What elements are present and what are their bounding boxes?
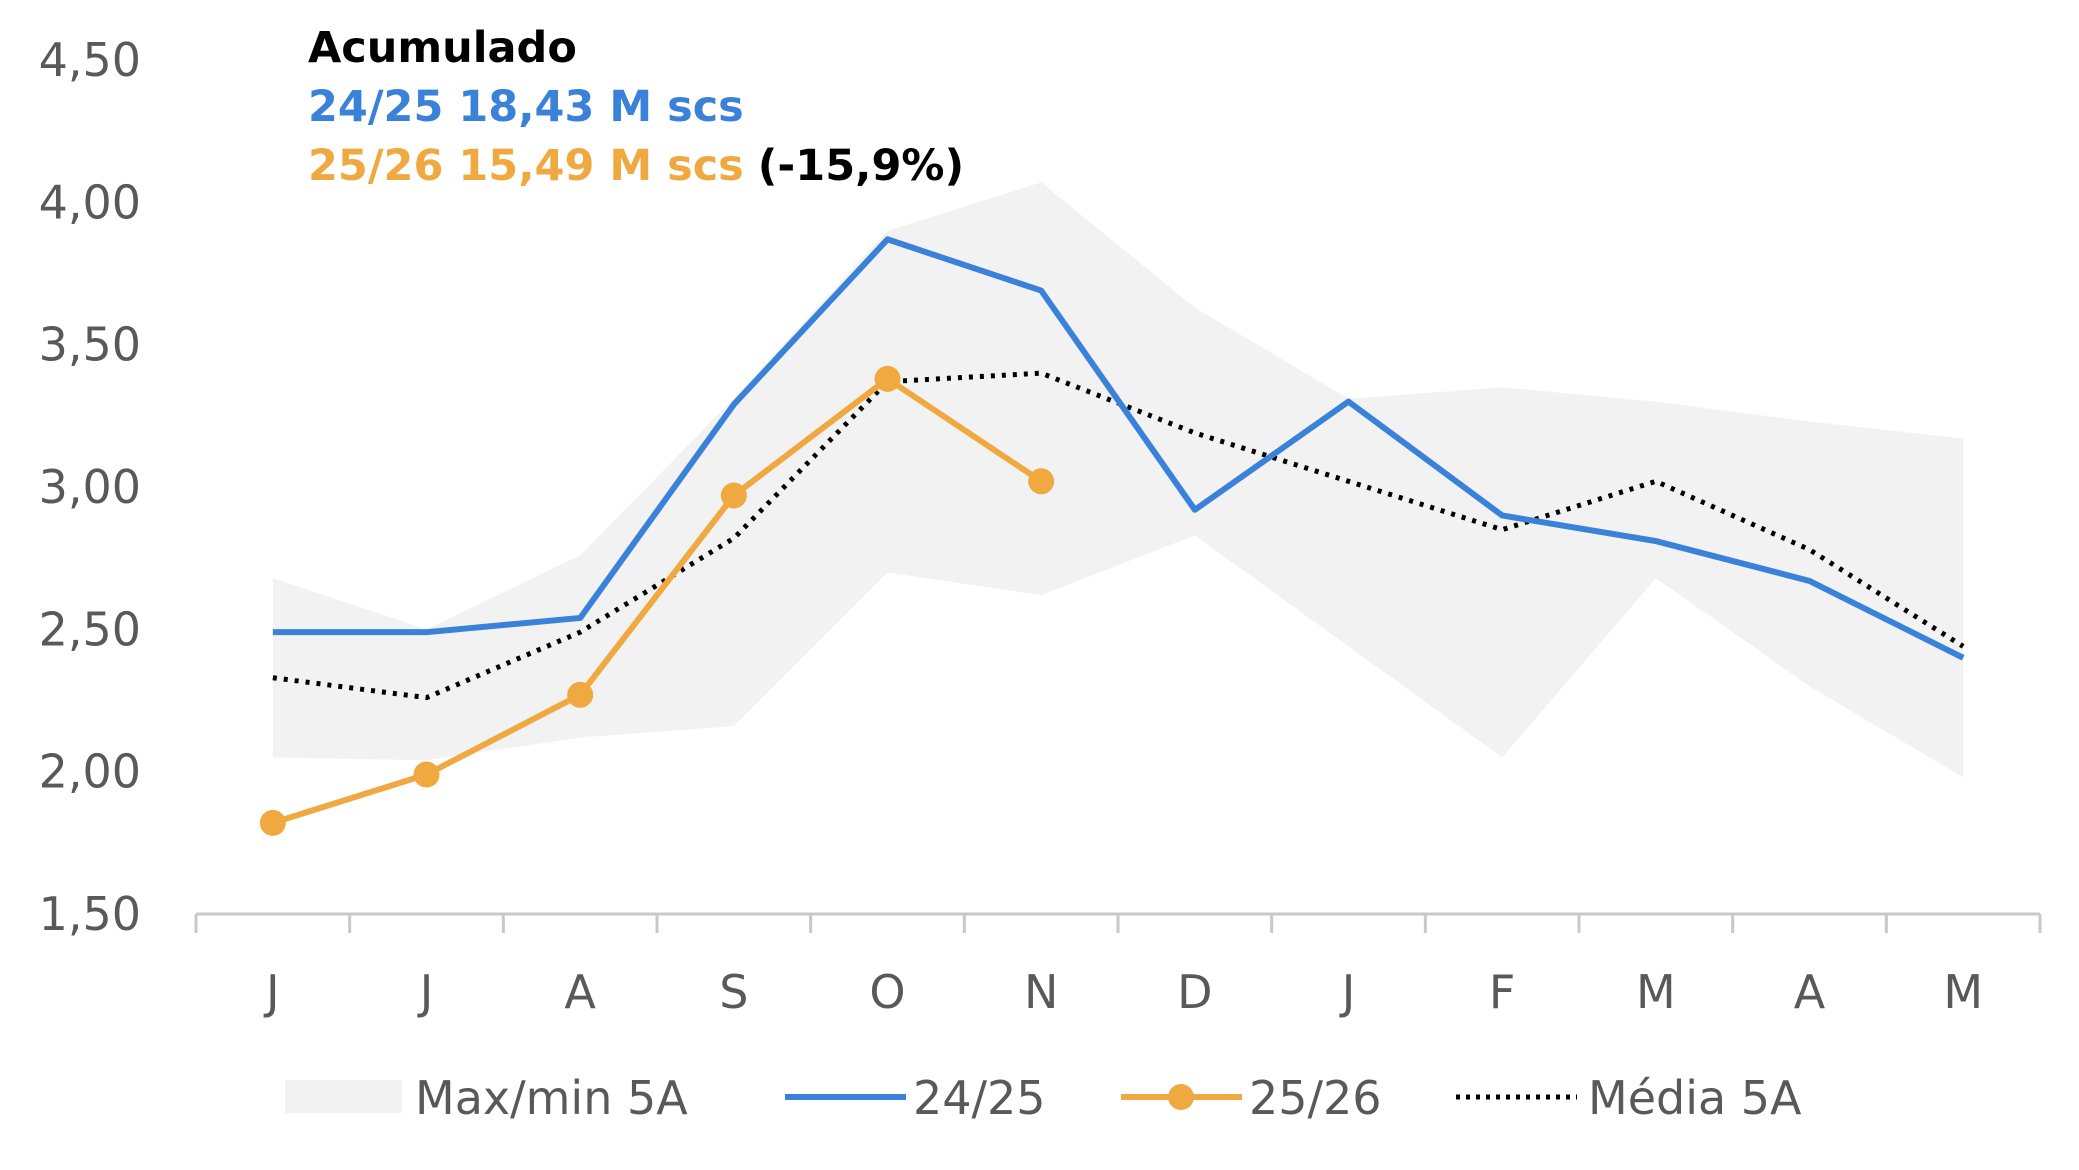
y-tick-label: 2,00 <box>39 745 141 799</box>
series-point-25-26 <box>567 681 594 708</box>
series-point-25-26 <box>259 809 286 836</box>
annotation-line-2425: 24/25 18,43 M scs <box>308 82 744 132</box>
y-tick-label: 1,50 <box>39 887 141 941</box>
y-tick-label: 2,50 <box>39 602 141 656</box>
x-tick-label: M <box>1636 965 1676 1019</box>
annotation-line-2526: 25/26 15,49 M scs (-15,9%) <box>308 141 964 191</box>
axis-layer: J J A S O N D J F M A M 1,50 2,00 2,50 3,00 3,50 4,00 4,50 <box>39 33 2042 1019</box>
y-tick-label: 3,00 <box>39 460 141 514</box>
legend-label-band: Max/min 5A <box>415 1071 688 1125</box>
x-tick-label: O <box>869 965 905 1019</box>
series-point-25-26 <box>1028 468 1055 495</box>
legend-label-media: Média 5A <box>1588 1071 1802 1125</box>
series-layer <box>259 236 1965 836</box>
y-tick-label: 4,50 <box>39 33 141 87</box>
legend-label-2425: 24/25 <box>913 1071 1046 1125</box>
legend: Max/min 5A 24/25 25/26 Média 5A <box>285 1071 1802 1125</box>
x-tick-label: D <box>1177 965 1212 1019</box>
x-tick-label: M <box>1943 965 1983 1019</box>
series-point-25-26 <box>413 761 440 788</box>
series-line-25-26 <box>271 375 1043 826</box>
y-tick-label: 4,00 <box>39 175 141 229</box>
legend-band-swatch <box>285 1080 402 1113</box>
x-tick-label: A <box>564 965 596 1019</box>
x-tick-label: N <box>1024 965 1058 1019</box>
y-tick-label: 3,50 <box>39 318 141 372</box>
annotation-line-2526-change: (-15,9%) <box>758 141 964 191</box>
band-layer <box>272 182 1964 778</box>
annotation-title: Acumulado <box>308 23 577 73</box>
series-line-24-25 <box>272 236 1965 661</box>
series-point-25-26 <box>720 482 747 509</box>
series-point-25-26 <box>874 365 901 392</box>
x-tick-label: F <box>1489 965 1515 1019</box>
x-tick-label: J <box>417 965 434 1019</box>
legend-2526-marker <box>1168 1084 1194 1110</box>
legend-label-2526: 25/26 <box>1249 1071 1382 1125</box>
annotation-line-2526-value: 25/26 15,49 M scs <box>308 141 744 191</box>
x-tick-label: J <box>1339 965 1356 1019</box>
annotation: Acumulado 24/25 18,43 M scs 25/26 15,49 … <box>308 23 964 191</box>
x-tick-label: J <box>263 965 280 1019</box>
x-tick-label: A <box>1794 965 1826 1019</box>
x-tick-label: S <box>719 965 748 1019</box>
band-max-min-area <box>272 182 1964 778</box>
